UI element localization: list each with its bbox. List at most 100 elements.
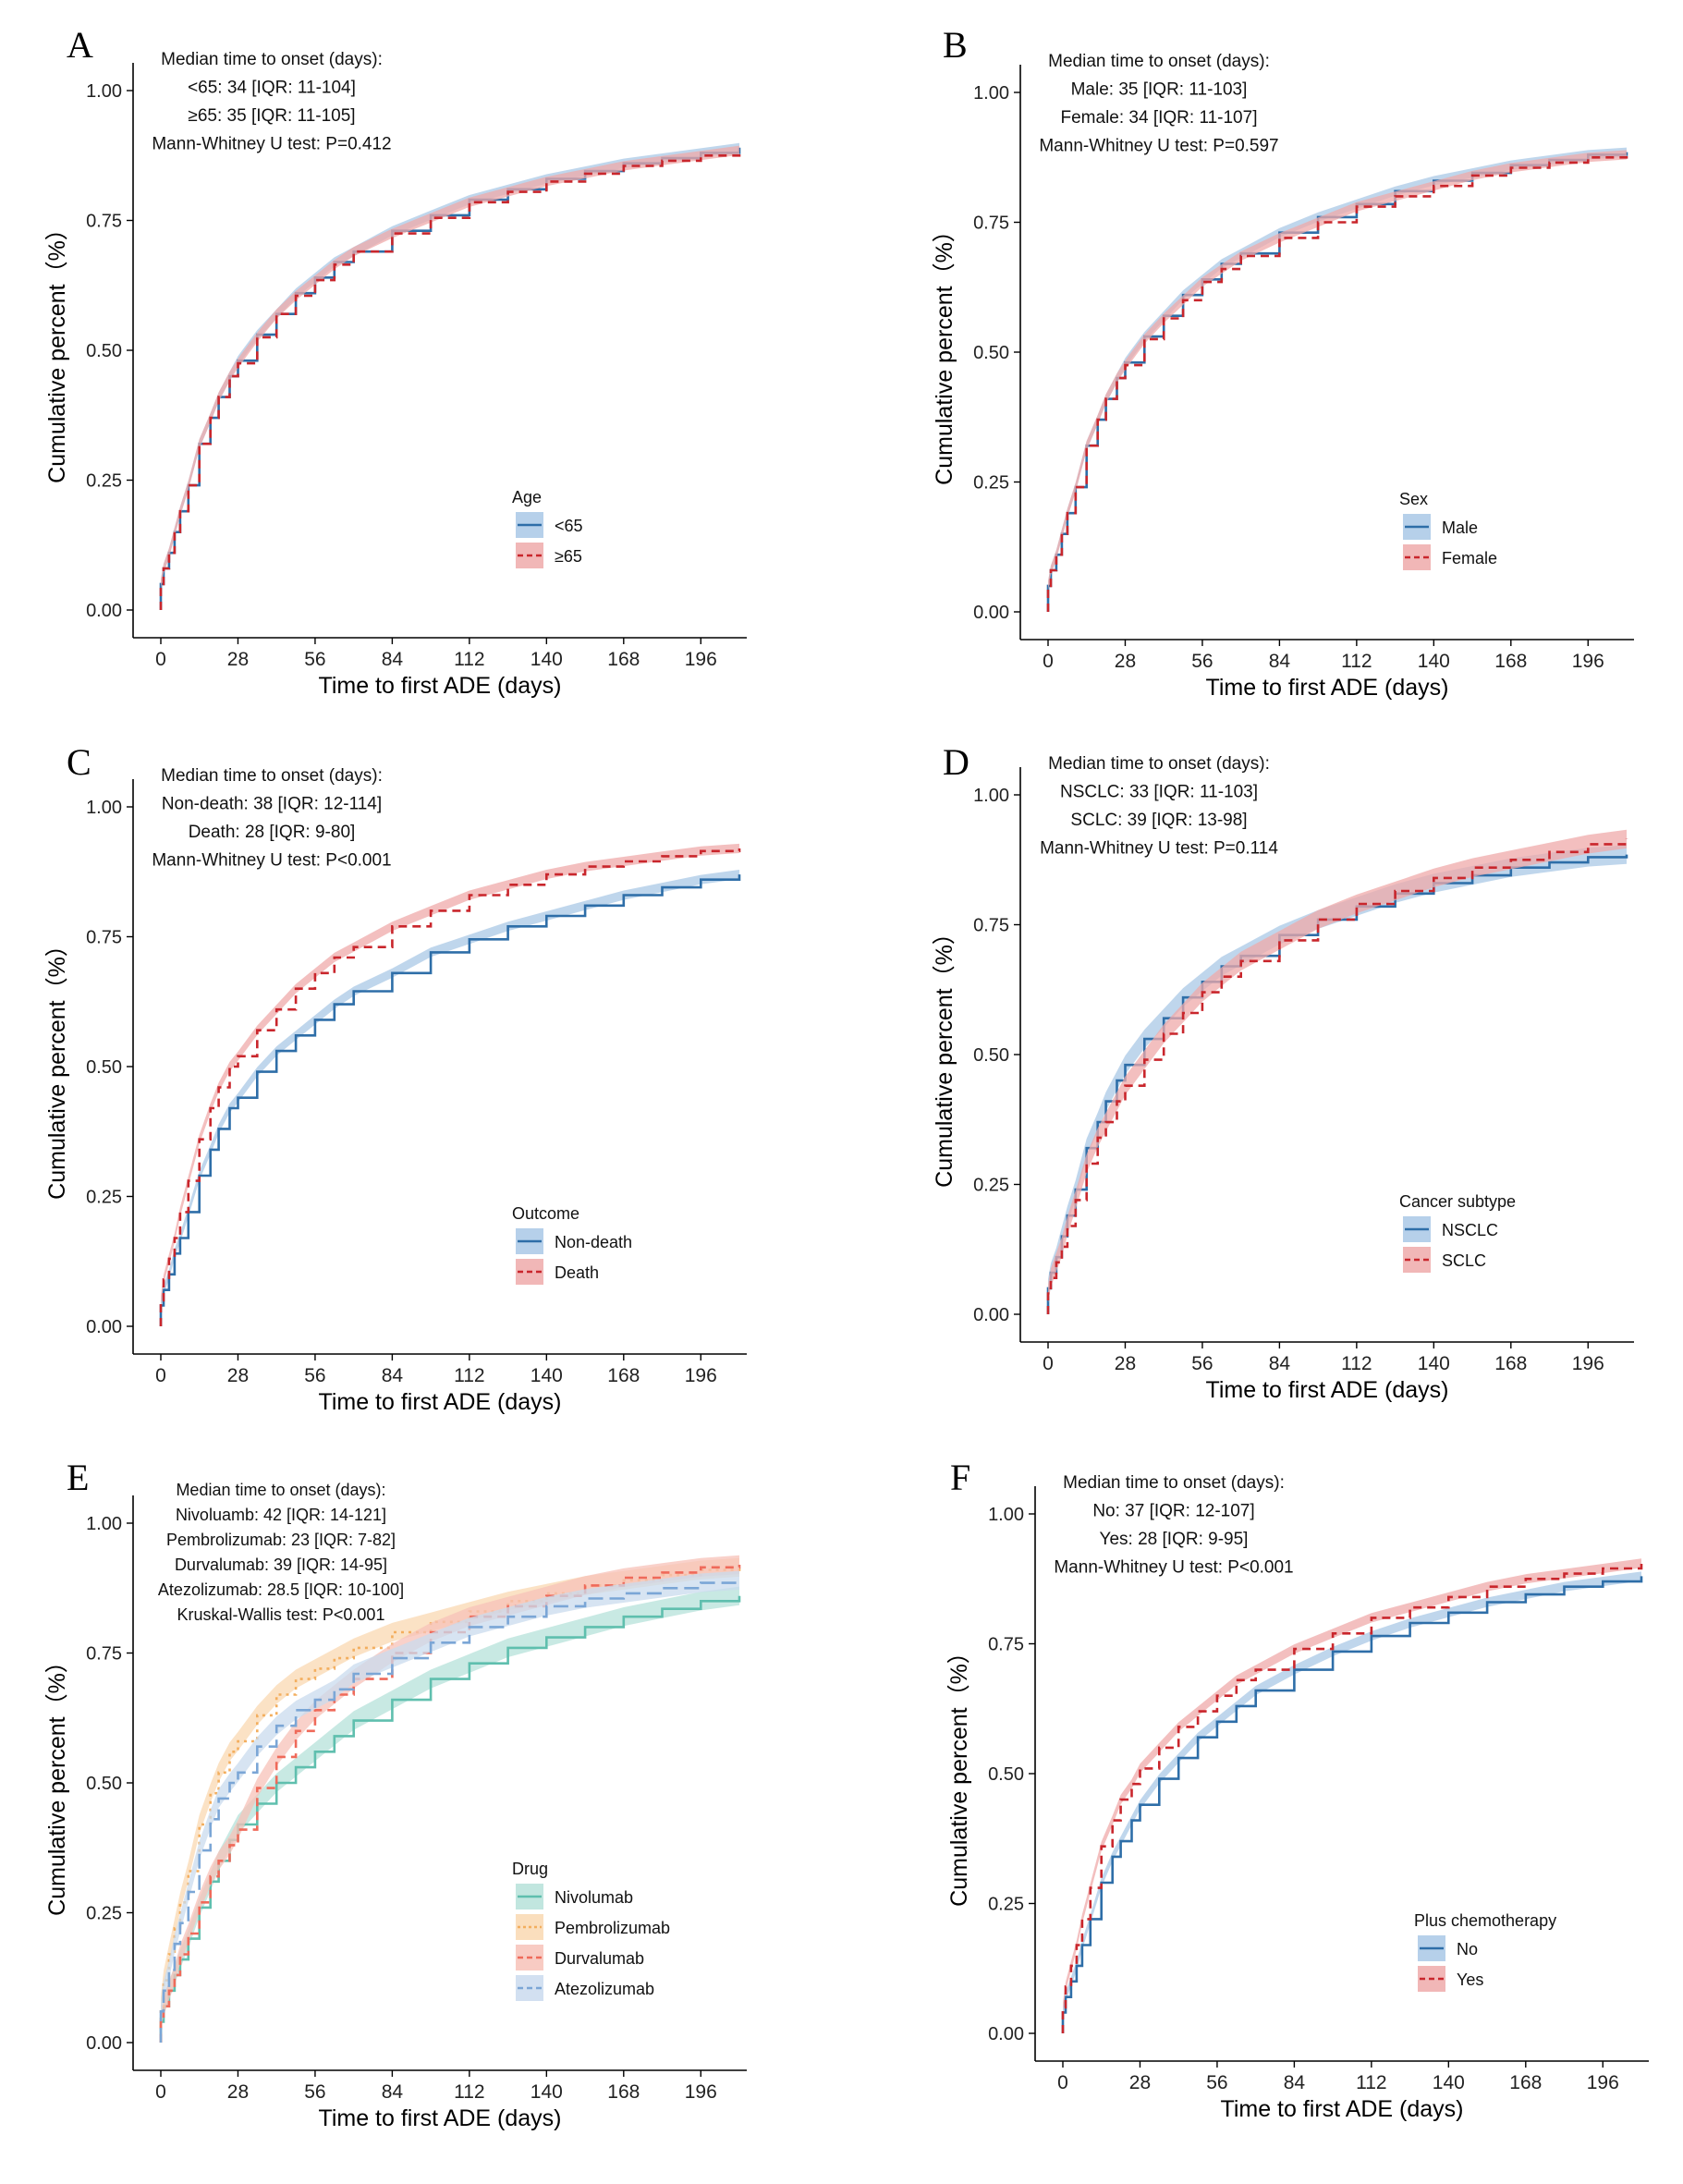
x-tick-label: 196 — [1587, 2072, 1619, 2093]
x-tick-label: 168 — [1494, 1353, 1527, 1374]
x-tick-label: 56 — [1206, 2072, 1227, 2093]
legend-label: ≥65 — [555, 547, 582, 566]
x-axis-label: Time to first ADE (days) — [1205, 675, 1448, 701]
x-tick-label: 196 — [1572, 1353, 1604, 1374]
legend-label: Yes — [1457, 1970, 1483, 1989]
y-tick-label: 0.75 — [973, 214, 1009, 234]
annotation-line: <65: 34 [IQR: 11-104] — [188, 79, 356, 98]
legend-label: <65 — [555, 517, 583, 535]
legend-label: NSCLC — [1442, 1221, 1498, 1239]
annotation-line: Median time to onset (days): — [161, 766, 383, 786]
y-axis-label: Cumulative percent（%） — [44, 933, 70, 1200]
x-tick-label: 196 — [685, 2081, 717, 2103]
y-tick-label: 0.25 — [86, 1188, 122, 1208]
panel-letter: D — [943, 741, 970, 783]
annotation-line: Median time to onset (days): — [176, 1481, 385, 1499]
x-axis-label: Time to first ADE (days) — [1205, 1377, 1448, 1403]
y-tick-label: 0.25 — [86, 471, 122, 492]
x-tick-label: 168 — [1509, 2072, 1542, 2093]
series-band-Nivolumab — [161, 1586, 739, 2031]
series-band-Atezolizumab — [161, 1570, 739, 2021]
y-tick-label: 0.75 — [86, 212, 122, 232]
annotation-line: Mann-Whitney U test: P=0.114 — [1040, 839, 1278, 859]
series-band-No — [1063, 1571, 1641, 2018]
x-tick-label: 0 — [1057, 2072, 1068, 2093]
annotation-line: Female: 34 [IQR: 11-107] — [1061, 108, 1258, 128]
series-band-SCLC — [1048, 829, 1627, 1303]
x-tick-label: 112 — [454, 649, 484, 670]
legend-title: Age — [512, 488, 542, 506]
series-line-Atezolizumab — [159, 1580, 741, 2043]
legend-label: SCLC — [1442, 1251, 1486, 1270]
panel-F: F 0.00 0.25 0.50 0.75 1.00 0 28 56 84 112 140 168 196… — [946, 1457, 1649, 2122]
legend-label: Female — [1442, 549, 1497, 567]
x-tick-label: 84 — [1269, 651, 1291, 672]
y-tick-label: 0.00 — [86, 2033, 122, 2054]
x-tick-label: 84 — [382, 2081, 404, 2103]
annotation-line: Death: 28 [IQR: 9-80] — [189, 823, 356, 842]
y-tick-label: 0.00 — [86, 601, 122, 621]
x-tick-label: 168 — [607, 2081, 640, 2103]
x-tick-label: 140 — [1418, 651, 1450, 672]
y-tick-label: 0.25 — [988, 1895, 1024, 1915]
x-tick-label: 112 — [454, 2081, 484, 2103]
y-tick-label: 0.00 — [988, 2024, 1024, 2044]
legend-title: Outcome — [512, 1204, 579, 1223]
y-tick-label: 0.00 — [973, 603, 1009, 623]
x-axis-label: Time to first ADE (days) — [1220, 2096, 1463, 2122]
series-band-Pembrolizumab — [161, 1557, 739, 2016]
y-tick-label: 0.50 — [86, 341, 122, 361]
y-axis-label: Cumulative percent（%） — [932, 219, 957, 485]
y-tick-label: 0.50 — [988, 1764, 1024, 1785]
x-tick-label: 28 — [227, 2081, 249, 2103]
x-tick-label: 196 — [685, 1365, 717, 1386]
series-band-Death — [161, 843, 739, 1305]
y-tick-label: 0.25 — [973, 473, 1009, 494]
panel-letter: B — [943, 24, 968, 66]
series-line-SCLC — [1046, 838, 1628, 1314]
x-tick-label: 28 — [227, 649, 249, 670]
y-tick-label: 0.25 — [86, 1904, 122, 1924]
legend-label: Non-death — [555, 1233, 632, 1251]
legend-title: Sex — [1399, 490, 1428, 508]
y-tick-label: 1.00 — [973, 786, 1009, 806]
y-axis-label: Cumulative percent（%） — [44, 1650, 70, 1916]
annotation-line: Mann-Whitney U test: P=0.412 — [152, 135, 391, 154]
y-tick-label: 0.75 — [86, 1644, 122, 1665]
annotation-line: Nivoluamb: 42 [IQR: 14-121] — [176, 1506, 386, 1524]
x-tick-label: 56 — [304, 1365, 325, 1386]
series-band-Yes — [1063, 1558, 1641, 2012]
x-tick-label: 112 — [454, 1365, 484, 1386]
panel-letter: C — [67, 741, 91, 783]
panel-letter: A — [67, 24, 93, 66]
panel-D: D 0.00 0.25 0.50 0.75 1.00 0 28 56 84 112 140 168 196… — [932, 741, 1634, 1403]
y-tick-label: 1.00 — [86, 1514, 122, 1534]
x-tick-label: 112 — [1341, 1353, 1372, 1374]
legend-title: Drug — [512, 1860, 548, 1878]
x-tick-label: 168 — [1494, 651, 1527, 672]
annotation-line: Median time to onset (days): — [161, 50, 383, 69]
annotation-line: No: 37 [IQR: 12-107] — [1092, 1502, 1254, 1521]
annotation-line: Male: 35 [IQR: 11-103] — [1071, 80, 1248, 100]
x-tick-label: 56 — [1191, 1353, 1213, 1374]
y-axis-label: Cumulative percent（%） — [44, 217, 70, 483]
y-tick-label: 0.00 — [86, 1317, 122, 1337]
x-tick-label: 56 — [304, 2081, 325, 2103]
annotation-line: NSCLC: 33 [IQR: 11-103] — [1060, 783, 1258, 802]
y-tick-label: 0.75 — [973, 916, 1009, 936]
panel-letter: F — [950, 1457, 970, 1498]
y-tick-label: 0.50 — [973, 343, 1009, 363]
legend-label: Male — [1442, 519, 1478, 537]
series-line-Durvalumab — [159, 1565, 741, 2043]
legend-label: No — [1457, 1940, 1478, 1958]
x-tick-label: 196 — [1572, 651, 1604, 672]
x-axis-label: Time to first ADE (days) — [318, 673, 561, 699]
x-tick-label: 0 — [155, 2081, 166, 2103]
series-band-≥65 — [161, 145, 739, 589]
panel-letter: E — [67, 1457, 89, 1498]
legend-label: Durvalumab — [555, 1949, 644, 1968]
x-tick-label: 56 — [304, 649, 325, 670]
panel-A: A 0.00 0.25 0.50 0.75 1.00 0 28 56 84 112 140 168 196… — [44, 24, 747, 699]
annotation-line: Mann-Whitney U test: P<0.001 — [1054, 1558, 1293, 1578]
x-tick-label: 140 — [531, 1365, 563, 1386]
